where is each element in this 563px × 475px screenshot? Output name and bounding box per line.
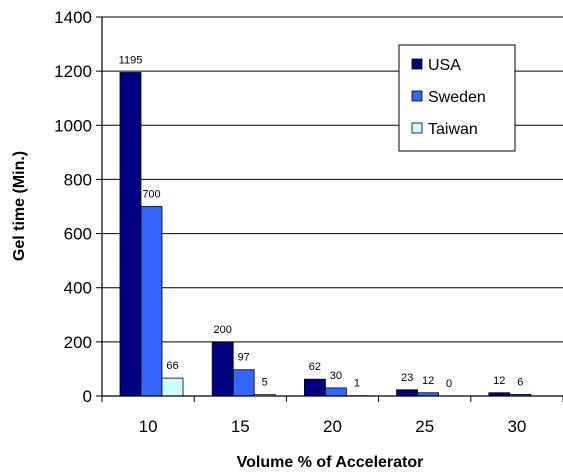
- x-axis-ticks: 10 15 20 25 30: [101, 396, 563, 436]
- bar-usa-15: [211, 341, 234, 397]
- bar-usa-25: [396, 389, 419, 397]
- legend: USA Sweden Taiwan: [398, 44, 516, 152]
- x-tick-label: 20: [323, 417, 342, 436]
- data-label: 1: [354, 378, 360, 390]
- legend-label-sweden: Sweden: [428, 89, 486, 106]
- y-axis-ticks: 0 200 400 600 800 1000 1200 1400: [54, 8, 102, 406]
- bars: [119, 72, 532, 397]
- y-tick-label: 600: [64, 225, 92, 244]
- y-tick-label: 1400: [54, 8, 92, 27]
- data-label: 700: [142, 189, 160, 201]
- data-label: 97: [238, 352, 250, 364]
- data-label: 200: [214, 324, 232, 336]
- x-tick-label: 25: [415, 417, 434, 436]
- y-tick-label: 0: [83, 387, 92, 406]
- data-label: 6: [517, 376, 523, 388]
- x-tick-label: 15: [231, 417, 250, 436]
- legend-swatch-sweden: [411, 90, 423, 102]
- y-axis-title: Gel time (Min.): [11, 151, 28, 261]
- data-label: 1195: [119, 54, 143, 66]
- axes: [101, 17, 563, 397]
- data-label: 12: [422, 375, 434, 387]
- x-tick-label: 10: [139, 417, 158, 436]
- legend-label-usa: USA: [428, 57, 461, 74]
- y-tick-label: 200: [64, 333, 92, 352]
- x-axis-title: Volume % of Accelerator: [237, 454, 424, 471]
- data-label: 0: [446, 378, 452, 390]
- bar-usa-20: [303, 378, 326, 397]
- bar-sweden-20: [324, 387, 347, 397]
- data-label: 12: [493, 375, 505, 387]
- y-tick-label: 400: [64, 279, 92, 298]
- bar-usa-10: [119, 72, 142, 397]
- data-label: 62: [309, 361, 321, 373]
- y-tick-label: 1200: [54, 62, 92, 81]
- legend-swatch-usa: [411, 58, 423, 70]
- data-label: 30: [330, 370, 342, 382]
- bar-taiwan-10: [161, 377, 184, 397]
- x-tick-label: 30: [507, 417, 526, 436]
- legend-label-taiwan: Taiwan: [428, 121, 478, 138]
- y-tick-label: 800: [64, 170, 92, 189]
- data-label: 23: [401, 372, 413, 384]
- y-tick-label: 1000: [54, 116, 92, 135]
- legend-swatch-taiwan: [411, 122, 423, 134]
- bar-sweden-15: [232, 369, 255, 397]
- bar-sweden-10: [140, 206, 163, 397]
- gridlines: [102, 16, 563, 343]
- data-label: 5: [262, 377, 268, 389]
- data-label: 66: [166, 360, 178, 372]
